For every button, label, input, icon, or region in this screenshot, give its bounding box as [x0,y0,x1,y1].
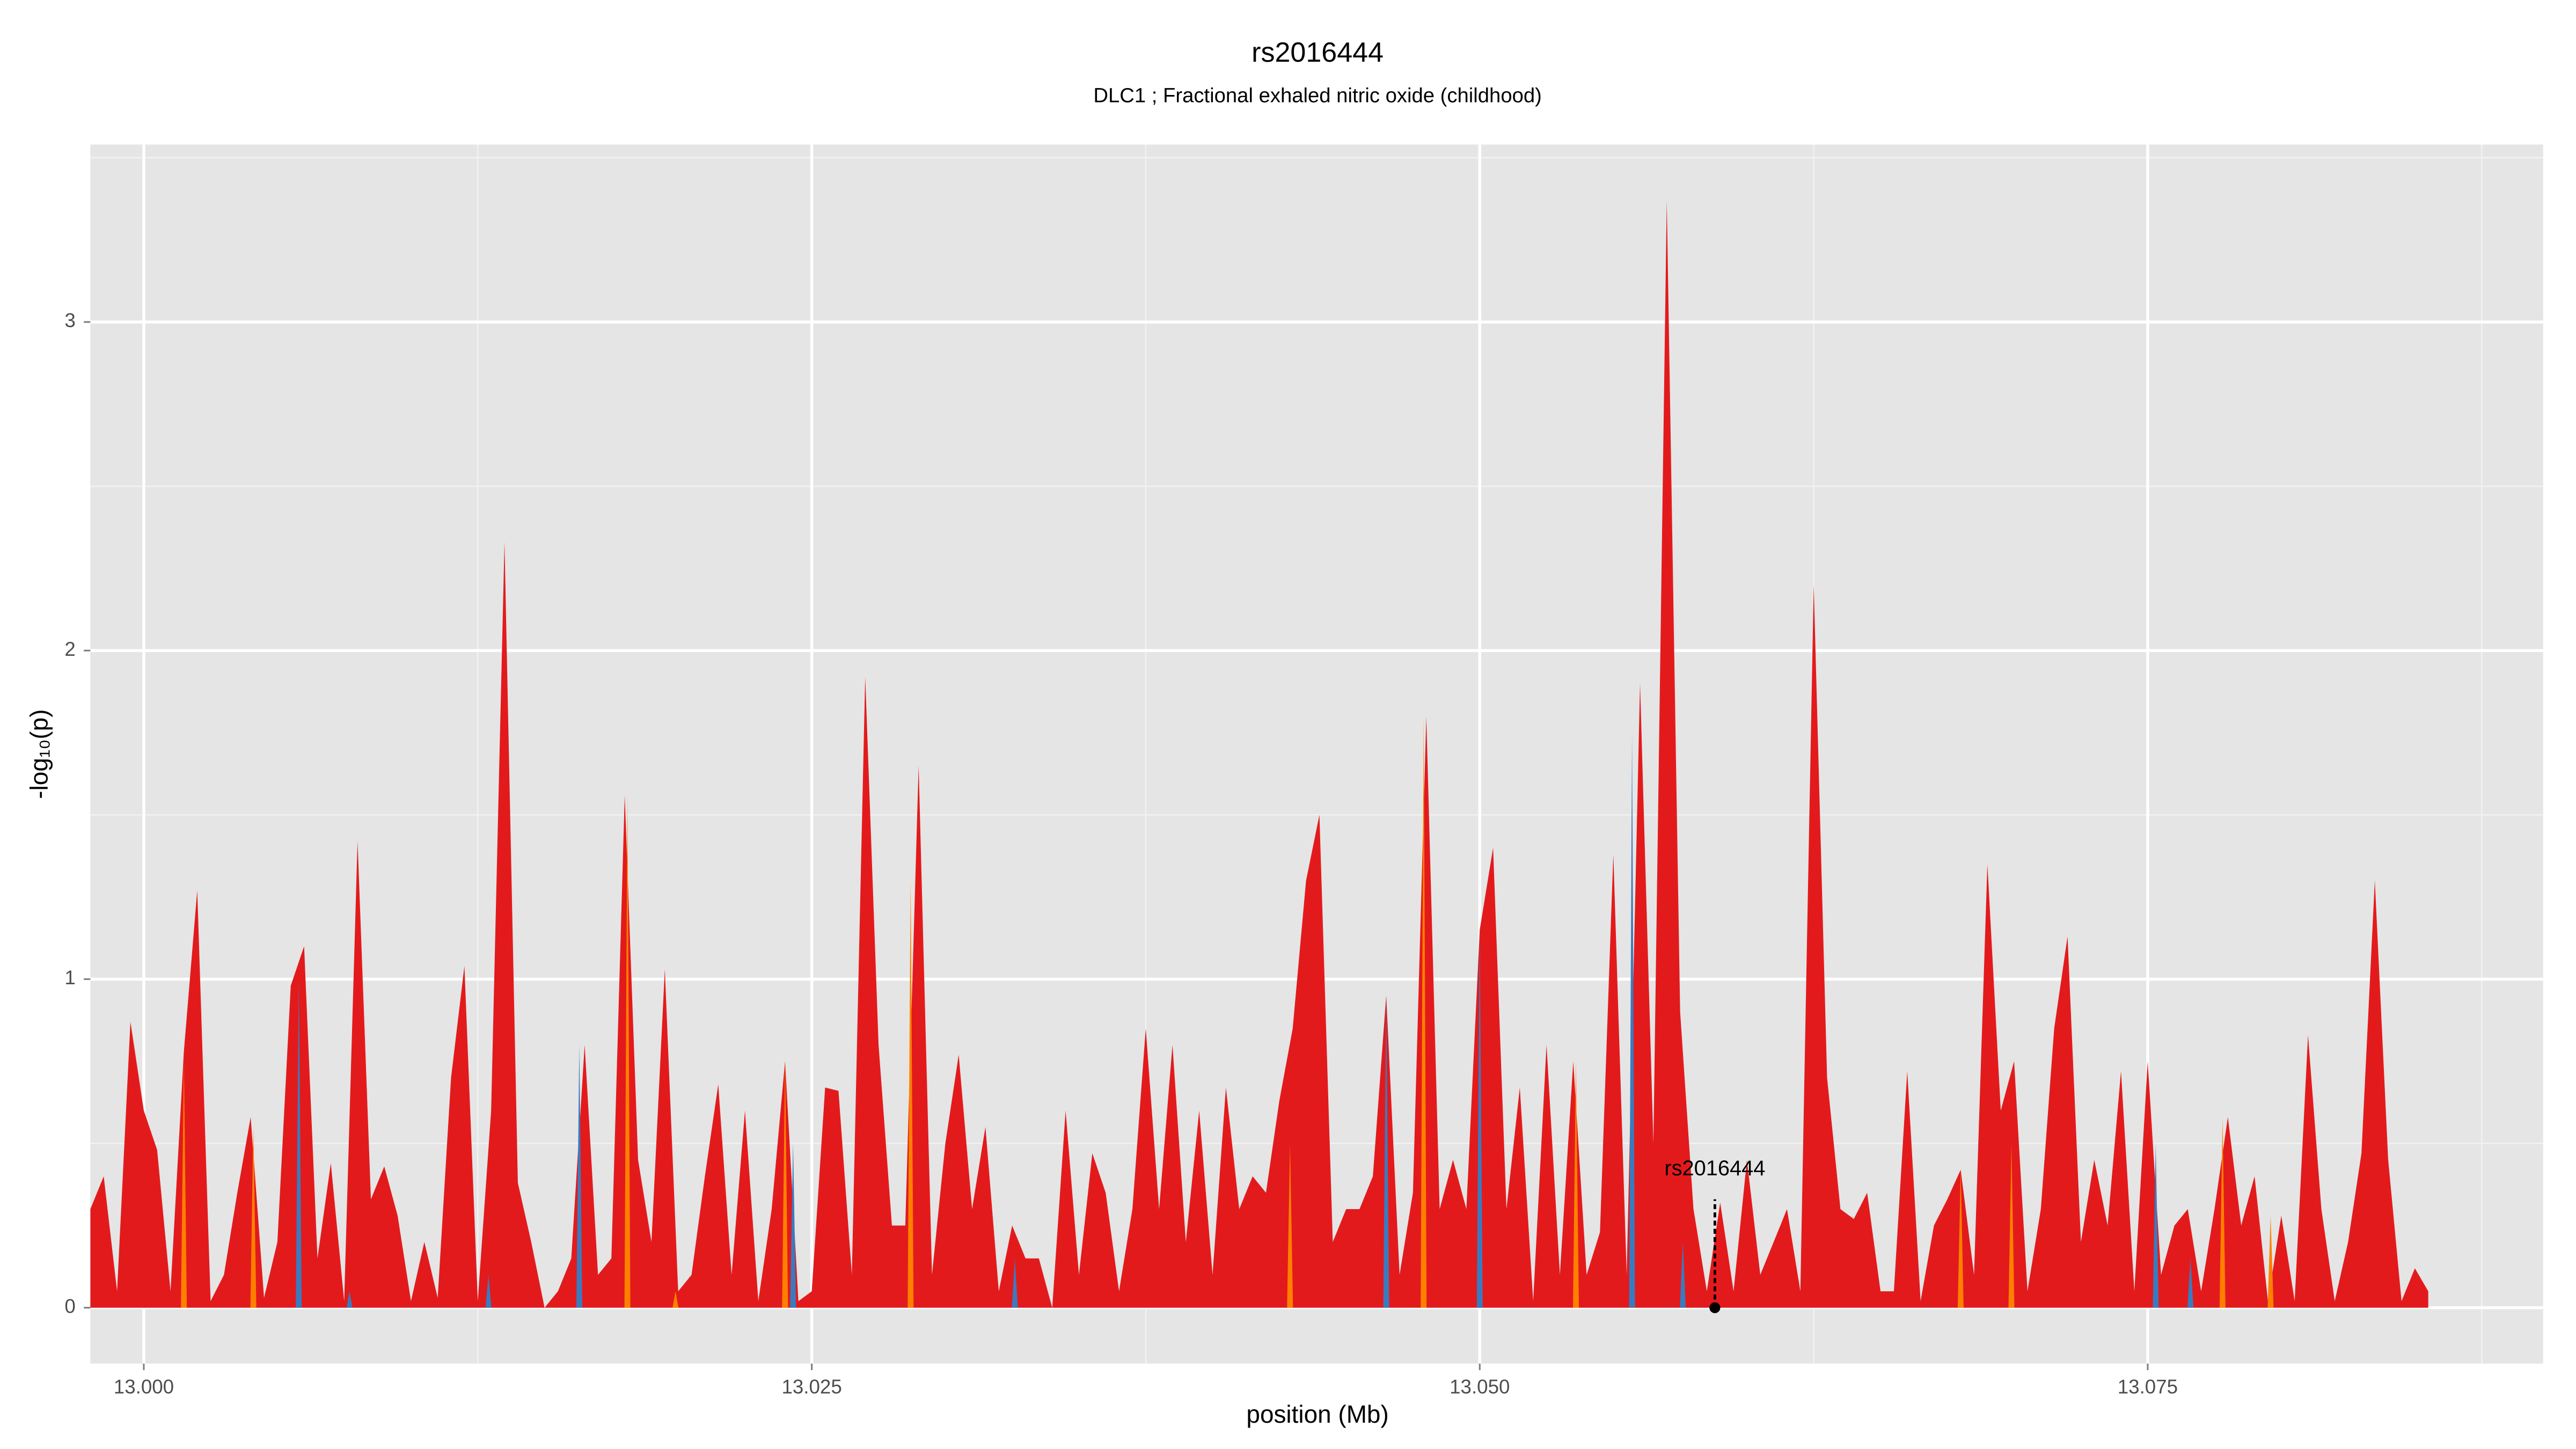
spike [1629,733,1635,1308]
spike [1421,716,1427,1308]
spike [485,1275,492,1308]
spike [1957,1169,1964,1308]
y-tick-label: 0 [64,1295,75,1317]
spike [1383,996,1389,1308]
spike [2267,1216,2274,1308]
spike [624,795,631,1308]
annotation-label: rs2016444 [1664,1157,1765,1180]
x-tick-label: 13.000 [114,1375,174,1397]
x-tick-label: 13.075 [2118,1375,2178,1397]
spike [2153,1143,2159,1308]
spike [1680,1242,1686,1308]
spike [1287,1143,1293,1308]
spike [1572,1061,1579,1308]
spike [2187,1258,2194,1308]
spike [672,1291,679,1308]
spike [908,880,914,1308]
spike [1012,1258,1018,1308]
spike [782,1061,788,1308]
y-tick-label: 2 [64,638,75,660]
chart-subtitle: DLC1 ; Fractional exhaled nitric oxide (… [1093,84,1542,107]
spike [2008,1143,2015,1308]
x-axis-label: position (Mb) [1246,1400,1388,1428]
spike [296,979,302,1308]
spike [790,1143,796,1308]
spike [250,1127,257,1308]
y-axis-label: -log₁₀(p) [25,709,53,799]
y-tick-label: 3 [64,310,75,332]
spike [576,1044,582,1308]
marks: rs2016444 [90,200,2428,1313]
spike [346,1291,353,1308]
chart-title: rs2016444 [1252,37,1384,68]
x-tick-label: 13.050 [1450,1375,1510,1397]
spike [181,1061,187,1308]
spike [1476,930,1483,1308]
x-tick-label: 13.025 [781,1375,841,1397]
y-tick-label: 1 [64,967,75,989]
annotation-point [1709,1302,1721,1313]
spike [2219,1117,2226,1308]
